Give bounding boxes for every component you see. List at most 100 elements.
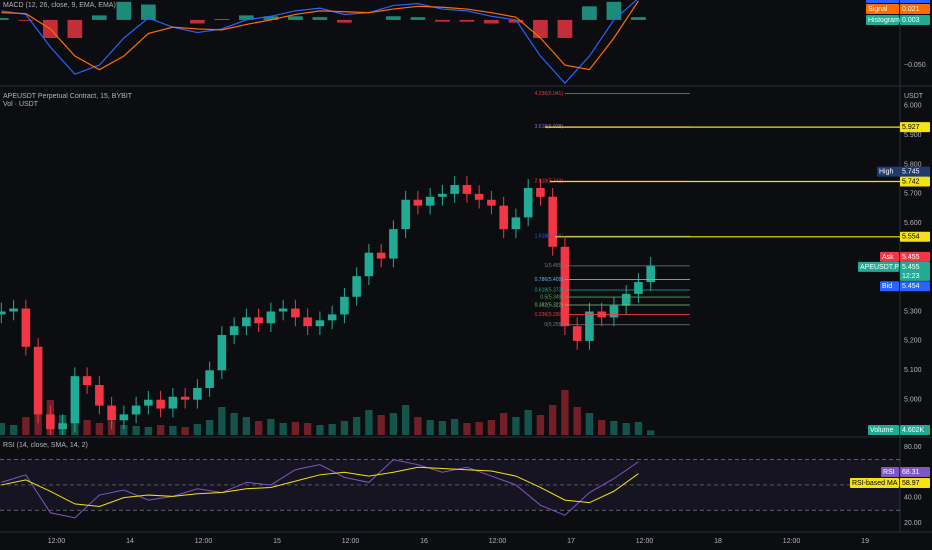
y-tick-label: −0.050	[904, 62, 926, 69]
y-tick-label: 5.800	[904, 161, 922, 168]
candle-body	[462, 185, 472, 194]
y-tick-label: 80.00	[904, 444, 922, 451]
candle-body	[278, 308, 288, 312]
histogram-bar	[239, 15, 254, 20]
countdown: 12:23	[902, 273, 920, 280]
x-tick-label: 12:00	[342, 538, 360, 545]
horizontal-line-label-box	[900, 176, 930, 187]
y-tick-label: 5.600	[904, 220, 922, 227]
candle-body	[205, 370, 214, 388]
candle-body	[401, 199, 410, 230]
candle-body	[95, 385, 104, 406]
volume-bar	[328, 424, 336, 435]
volume-bar	[499, 413, 508, 435]
candle-body	[303, 317, 312, 327]
volume-value-box	[900, 425, 930, 435]
rsi-title: RSI (14, close, SMA, 14, 2)	[3, 442, 88, 449]
candle-body	[646, 265, 655, 283]
candle-body	[33, 346, 43, 415]
histogram-bar	[116, 1, 132, 20]
quote-value: 5.455	[902, 254, 920, 261]
histogram-bar	[386, 16, 401, 20]
candle-body	[340, 296, 349, 315]
horizontal-line-label: 5.554	[902, 234, 920, 241]
quote-value: 5.454	[902, 283, 920, 290]
y-tick-label: 5.300	[904, 308, 922, 315]
legend-value-box	[900, 4, 930, 14]
legend-name: RSI-based MA	[852, 480, 898, 487]
volume-bar	[585, 413, 594, 435]
histogram-bar	[631, 17, 646, 20]
candle-body	[438, 193, 447, 197]
candle-body	[511, 217, 521, 230]
fib-label: 2.618(5.743)	[535, 179, 564, 185]
y-tick-label: 5.000	[904, 397, 922, 404]
legend-name: MACD	[868, 0, 889, 2]
candle-body	[523, 187, 533, 218]
volume-bar	[316, 425, 324, 435]
quote-name: APEUSDT.P	[860, 264, 899, 271]
x-tick-label: 12:00	[195, 538, 213, 545]
candle-body	[82, 376, 92, 386]
volume-bar	[0, 423, 6, 435]
legend-name-box	[866, 15, 899, 25]
volume-bar	[597, 420, 606, 435]
histogram-bar	[141, 4, 156, 20]
volume-bar	[156, 425, 165, 435]
candle-body	[0, 311, 6, 315]
volume-name-box	[868, 425, 899, 435]
candle-body	[9, 308, 18, 312]
histogram-bar	[533, 19, 548, 38]
histogram-bar	[288, 16, 303, 20]
volume-bar	[647, 430, 655, 435]
volume-bar	[634, 422, 643, 435]
candle-body	[376, 252, 386, 259]
candle-body	[291, 308, 300, 318]
volume-bar	[414, 417, 422, 435]
candle-body	[572, 326, 582, 341]
legend-value: 0.021	[902, 6, 920, 13]
histogram-bar	[190, 19, 205, 24]
candle-body	[107, 405, 116, 421]
legend-value: 58.97	[902, 480, 920, 487]
legend-value-box	[900, 478, 930, 488]
horizontal-line-label-box	[900, 122, 930, 133]
fib-label: 0.236(5.290)	[535, 312, 564, 318]
rsi-line	[1, 459, 639, 519]
candle-body	[389, 229, 398, 259]
legend-value: 0.003	[902, 17, 920, 24]
candle-body	[242, 317, 251, 327]
histogram-bar	[312, 17, 328, 20]
legend-name-box	[866, 4, 899, 14]
volume-bar	[426, 420, 434, 435]
macd-line	[1, 0, 638, 85]
chart-title: APEUSDT Perpetual Contract, 15, BYBIT	[3, 93, 133, 100]
legend-value-box	[900, 0, 930, 3]
countdown-box	[900, 270, 930, 281]
legend-value-box	[900, 467, 930, 477]
candle-body	[58, 423, 67, 430]
volume-bar	[22, 417, 30, 435]
volume-value: 4.602K	[902, 427, 925, 434]
histogram-bar	[92, 15, 107, 20]
candle-body	[364, 252, 374, 277]
volume-bar	[267, 419, 275, 435]
fib-label: 1(5.455)	[544, 263, 563, 269]
volume-bar	[401, 405, 410, 435]
quote-value-box	[900, 261, 930, 272]
candle-body	[168, 396, 178, 409]
legend-value: 68.31	[902, 469, 920, 476]
histogram-bar	[67, 19, 83, 38]
histogram-bar	[214, 18, 230, 20]
volume-bar	[548, 405, 557, 435]
legend-value: 0.024	[902, 0, 920, 2]
volume-bar	[205, 420, 214, 435]
histogram-bar	[508, 19, 524, 23]
volume-bar	[132, 426, 140, 435]
candle-body	[560, 246, 570, 327]
histogram-bar	[18, 19, 34, 21]
volume-name: Volume	[870, 427, 893, 434]
volume-bar	[218, 407, 226, 435]
quote-name: Ask	[882, 254, 894, 261]
